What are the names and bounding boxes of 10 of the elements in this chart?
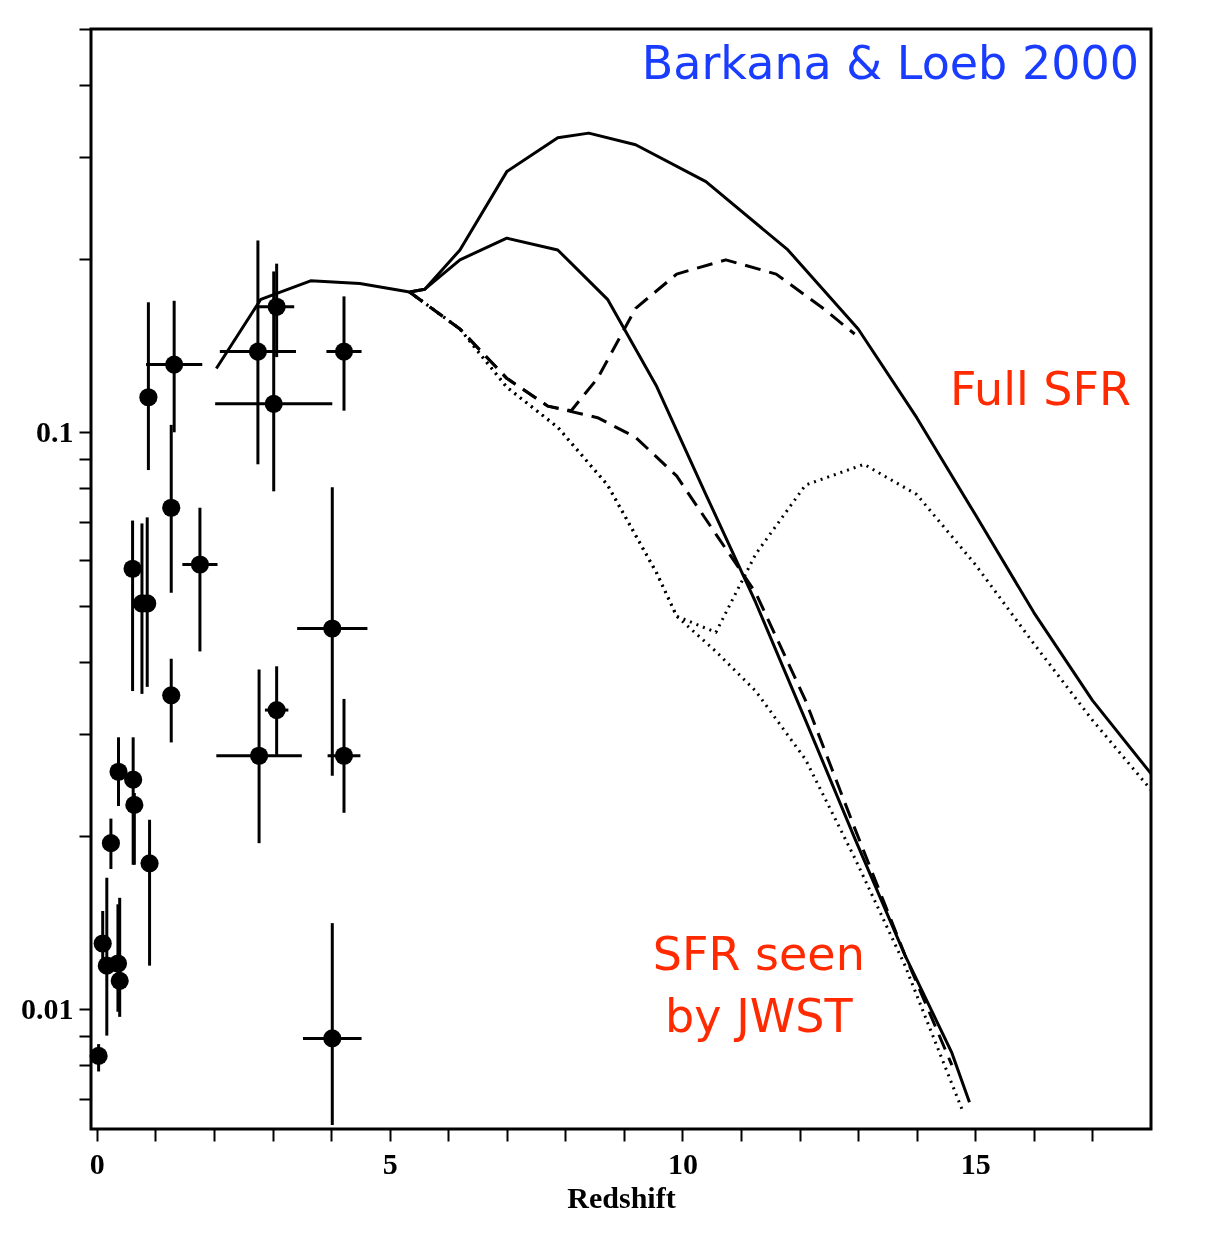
x-tick-label: 0	[89, 1146, 105, 1180]
y-tick-label: 0.1	[36, 414, 74, 448]
y-tick-label: 0.01	[21, 991, 74, 1025]
x-tick-label: 5	[382, 1146, 398, 1180]
annotation: Barkana & Loeb 2000	[641, 36, 1139, 90]
x-tick-label: 10	[667, 1146, 698, 1180]
x-tick-label: 15	[960, 1146, 991, 1180]
annotation: SFR seen by JWST	[652, 927, 865, 1043]
annotation: Full SFR	[950, 362, 1131, 416]
x-axis-title: Redshift	[567, 1180, 676, 1214]
